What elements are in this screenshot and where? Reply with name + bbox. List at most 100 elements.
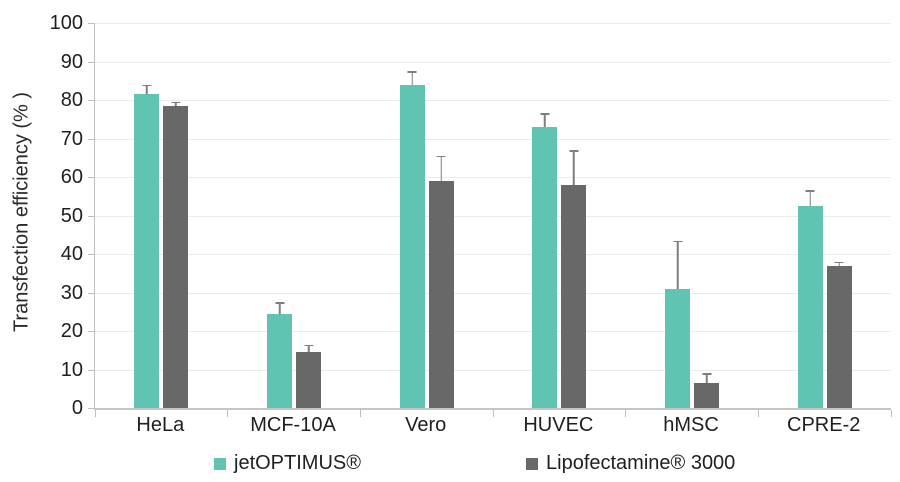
error-bar: [702, 373, 712, 383]
error-bar: [540, 113, 550, 127]
bar: [532, 113, 558, 408]
error-bar-cap: [171, 101, 181, 104]
error-bar: [275, 302, 284, 314]
error-bar-cap: [142, 84, 152, 87]
y-axis-tick: [88, 100, 94, 101]
error-bar: [569, 150, 579, 185]
x-tick-label: CPRE-2: [787, 414, 861, 436]
gridline: [95, 61, 891, 63]
error-bar: [673, 240, 683, 289]
error-bar: [407, 71, 417, 85]
y-tick-label: 10: [60, 358, 83, 381]
y-axis-tick: [88, 23, 94, 24]
x-axis-tick: [890, 410, 892, 417]
gridline: [95, 215, 891, 217]
error-bar-cap: [304, 344, 313, 346]
error-bar-cap: [834, 261, 844, 264]
legend-swatch-lipofectamine: [526, 457, 538, 470]
legend-label-jetoptimus: jetOPTIMUS®: [234, 452, 361, 474]
x-axis-tick: [625, 410, 627, 417]
legend-item-lipofectamine: Lipofectamine® 3000: [526, 452, 735, 475]
gridline: [95, 331, 891, 332]
y-tick-label: 50: [60, 204, 83, 227]
bar-group: [228, 23, 361, 408]
x-axis-tick: [492, 410, 494, 417]
error-bar: [834, 261, 844, 266]
x-axis-tick: [757, 410, 759, 417]
x-tick-label: Vero: [405, 414, 447, 436]
gridline: [95, 254, 891, 255]
bar-groups: [95, 23, 891, 408]
error-bar-stem: [440, 155, 442, 181]
error-bar-cap: [702, 373, 712, 375]
error-bar-cap: [673, 240, 683, 243]
error-bar: [304, 344, 313, 353]
error-bar-cap: [436, 155, 446, 158]
error-bar-stem: [573, 150, 575, 185]
y-tick-label: 70: [60, 127, 83, 150]
gridline: [95, 138, 891, 140]
x-axis-tick: [94, 410, 96, 417]
error-bar-cap: [407, 71, 417, 73]
x-tick-label: HeLa: [136, 414, 185, 436]
y-axis-tick: [88, 369, 94, 371]
bar: [561, 150, 587, 408]
error-bar-cap: [540, 113, 550, 115]
y-tick-label: 20: [60, 320, 83, 342]
error-bar: [171, 101, 181, 106]
x-tick-label: HUVEC: [523, 414, 594, 436]
legend-swatch-jetoptimus: [214, 457, 226, 470]
y-axis-tick: [88, 292, 94, 294]
error-bar-stem: [175, 101, 177, 106]
bar: [665, 240, 691, 408]
bar: [267, 302, 292, 408]
legend-label-lipofectamine: Lipofectamine® 3000: [546, 452, 736, 474]
error-bar-cap: [569, 150, 579, 152]
x-tick-label: MCF-10A: [250, 414, 336, 436]
y-tick-label: 100: [49, 12, 83, 34]
gridline: [95, 177, 891, 178]
bar: [694, 373, 720, 408]
y-tick-label: 90: [60, 50, 83, 73]
y-axis-title: Transfection efficiency (% ): [10, 91, 33, 333]
bar: [399, 71, 425, 408]
error-bar-stem: [278, 302, 281, 314]
bar-group: [758, 23, 891, 408]
y-axis-tick: [88, 408, 94, 409]
y-axis-tick: [88, 177, 94, 178]
error-bar-stem: [676, 240, 679, 289]
error-bar-stem: [146, 84, 148, 95]
error-bar: [436, 155, 446, 181]
legend: jetOPTIMUS® Lipofectamine® 3000: [0, 452, 900, 480]
error-bar-stem: [809, 190, 811, 206]
bar: [296, 344, 321, 408]
gridline: [95, 23, 891, 24]
bar: [428, 155, 454, 408]
y-axis-tick: [88, 215, 94, 217]
plot-area: 0 10 20 30 40 50 60 70 80 90 100: [50, 13, 892, 418]
legend-item-jetoptimus: jetOPTIMUS®: [214, 452, 361, 475]
bar-group: [493, 23, 626, 408]
y-axis-tick: [88, 331, 94, 332]
y-tick-label: 40: [60, 243, 83, 265]
y-tick-label: 0: [71, 397, 83, 419]
error-bar-stem: [411, 71, 413, 85]
x-axis-tick: [227, 410, 229, 417]
error-bar: [142, 84, 152, 95]
y-axis-tick: [88, 254, 94, 255]
error-bar-stem: [307, 344, 310, 353]
bar: [826, 261, 852, 408]
bar: [797, 190, 823, 408]
error-bar-cap: [805, 190, 815, 192]
error-bar-stem: [544, 113, 546, 127]
x-tick-labels: HeLa MCF-10A Vero HUVEC hMSC CPRE-2: [94, 414, 890, 437]
x-tick-label: hMSC: [663, 414, 719, 436]
bar-group: [95, 23, 228, 408]
error-bar-stem: [705, 373, 708, 383]
x-axis-tick: [359, 410, 361, 417]
y-tick-label: 60: [60, 166, 83, 188]
error-bar-cap: [275, 302, 284, 304]
bar: [163, 101, 189, 408]
bar-group: [626, 23, 759, 408]
